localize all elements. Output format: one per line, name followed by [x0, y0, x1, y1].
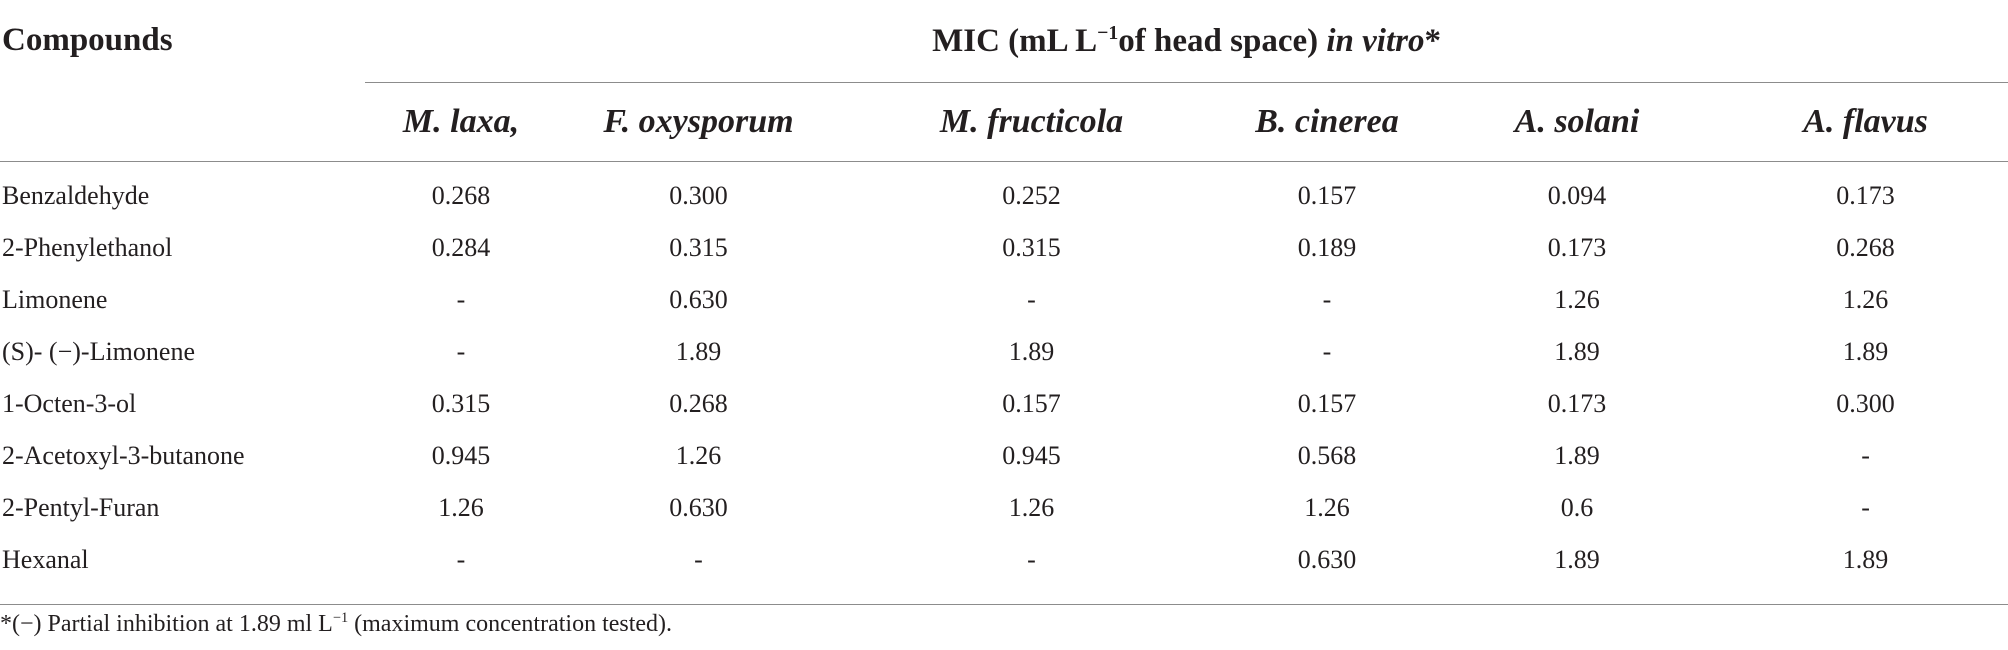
footnote-prefix: *(−) Partial inhibition at 1.89 ml L	[0, 611, 333, 637]
mic-value-cell: 0.173	[1547, 389, 1607, 418]
table-row: 2-Pentyl-Furan 1.26 0.630 1.26 1.26 0.6 -	[0, 482, 2008, 534]
mic-header-superscript: −1	[1097, 22, 1119, 44]
column-header: A. flavus	[1723, 82, 2008, 162]
column-header: A. solani	[1431, 82, 1723, 162]
mic-value-cell: 0.189	[1297, 233, 1357, 262]
column-header: M. laxa,	[365, 82, 557, 162]
compound-name-cell: 2-Phenylethanol	[2, 233, 173, 262]
mic-value-cell: 0.945	[1002, 441, 1061, 470]
mic-value-cell: 0.268	[1836, 233, 1895, 262]
mic-value-cell: 0.094	[1547, 181, 1607, 210]
mic-value-cell: -	[1861, 441, 1870, 470]
mic-value-cell: 1.26	[1842, 285, 1889, 314]
mic-value-cell: 1.89	[1842, 337, 1889, 366]
mic-value-cell: 0.268	[431, 181, 491, 210]
table-row: 1-Octen-3-ol 0.315 0.268 0.157 0.157 0.173 0.3…	[0, 378, 2008, 430]
footnote-suffix: (maximum concentration tested).	[348, 611, 673, 637]
mic-value-cell: 1.89	[1842, 545, 1889, 574]
mic-table: Compounds MIC (mL L−1of head space) in v…	[0, 0, 2008, 605]
compound-name-cell: 2-Pentyl-Furan	[2, 493, 160, 522]
table-row: (S)- (−)-Limonene - 1.89 1.89 - 1.89 1.89	[0, 326, 2008, 378]
mic-value-cell: -	[1861, 493, 1870, 522]
mic-value-cell: 1.89	[1008, 337, 1055, 366]
mic-value-cell: -	[456, 337, 466, 366]
mic-header-prefix: MIC (mL L	[932, 23, 1098, 59]
mic-value-cell: 0.157	[1297, 181, 1357, 210]
mic-value-cell: 1.89	[675, 337, 722, 366]
mic-value-cell: 1.26	[675, 441, 722, 470]
mic-value-cell: 0.315	[431, 389, 491, 418]
table-row: 2-Acetoxyl-3-butanone 0.945 1.26 0.945 0.568…	[0, 430, 2008, 482]
compound-name-cell: Hexanal	[2, 545, 89, 574]
mic-value-cell: 0.157	[1002, 389, 1061, 418]
mic-value-cell: 0.6	[1560, 493, 1594, 522]
column-header: M. fructicola	[840, 82, 1223, 162]
mic-value-cell: -	[694, 545, 703, 574]
mic-value-cell: 0.568	[1297, 441, 1357, 470]
mic-value-cell: 1.26	[1008, 493, 1055, 522]
mic-value-cell: -	[456, 545, 466, 574]
mic-value-cell: 0.268	[669, 389, 728, 418]
compound-name-cell: Benzaldehyde	[2, 181, 150, 210]
footnote-superscript: −1	[332, 610, 349, 626]
compound-name-cell: 2-Acetoxyl-3-butanone	[2, 441, 245, 470]
mic-value-cell: -	[1027, 545, 1036, 574]
table-bottom-rule	[0, 604, 2008, 605]
table-row: Hexanal - - - 0.630 1.89 1.89	[0, 534, 2008, 605]
mic-value-cell: 1.26	[438, 493, 484, 522]
table-row: Benzaldehyde 0.268 0.300 0.252 0.157 0.094 0.1…	[0, 162, 2008, 223]
mic-value-cell: 0.630	[669, 493, 728, 522]
mic-value-cell: 1.26	[1304, 493, 1350, 522]
mic-header-middle: of head space)	[1118, 23, 1327, 59]
mic-value-cell: -	[1027, 285, 1036, 314]
table-row: 2-Phenylethanol 0.284 0.315 0.315 0.189 0.173…	[0, 222, 2008, 274]
mic-value-cell: 0.252	[1002, 181, 1061, 210]
column-header: B. cinerea	[1223, 82, 1431, 162]
mic-value-cell: 0.173	[1547, 233, 1607, 262]
mic-value-cell: 1.89	[1554, 545, 1600, 574]
mic-value-cell: 1.89	[1554, 441, 1600, 470]
mic-value-cell: -	[1322, 285, 1332, 314]
mic-value-cell: 0.945	[431, 441, 491, 470]
table-row: Limonene - 0.630 - - 1.26 1.26	[0, 274, 2008, 326]
mic-value-cell: 0.300	[1836, 389, 1895, 418]
compound-name-cell: Limonene	[2, 285, 108, 314]
mic-value-cell: 0.300	[669, 181, 728, 210]
mic-value-cell: 0.315	[1002, 233, 1061, 262]
mic-header-suffix: *	[1424, 23, 1441, 59]
mic-value-cell: 0.630	[1297, 545, 1357, 574]
compound-name-cell: 1-Octen-3-ol	[2, 389, 137, 418]
mic-value-cell: 0.173	[1836, 181, 1895, 210]
mic-value-cell: 1.89	[1554, 337, 1600, 366]
mic-value-cell: 0.157	[1297, 389, 1357, 418]
compounds-header: Compounds	[0, 0, 365, 162]
mic-value-cell: 0.284	[431, 233, 491, 262]
mic-value-cell: -	[456, 285, 466, 314]
mic-header-italic: in vitro	[1326, 23, 1425, 59]
mic-value-cell: 0.630	[669, 285, 728, 314]
mic-value-cell: -	[1322, 337, 1332, 366]
table-footnote: *(−) Partial inhibition at 1.89 ml L−1 (…	[0, 610, 672, 638]
mic-value-cell: 1.26	[1554, 285, 1600, 314]
compound-name-cell: (S)- (−)-Limonene	[2, 337, 195, 366]
column-header: F. oxysporum	[557, 82, 840, 162]
mic-group-header: MIC (mL L−1of head space) in vitro*	[365, 0, 2008, 83]
mic-value-cell: 0.315	[669, 233, 728, 262]
